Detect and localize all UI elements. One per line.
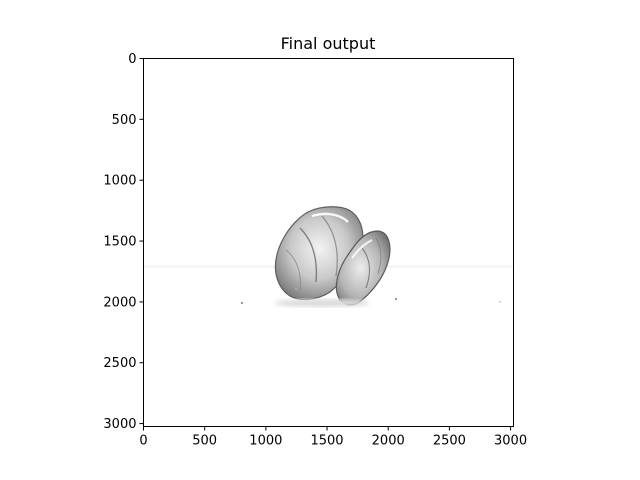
object-fold-line	[361, 247, 371, 289]
image-speck	[240, 301, 244, 305]
y-tick-label: 1000	[103, 174, 136, 189]
image-speck	[295, 288, 297, 290]
x-tick-label: 2500	[433, 434, 466, 449]
object-highlight	[311, 212, 349, 223]
image-speck	[499, 301, 501, 303]
x-tick-label: 500	[192, 434, 217, 449]
y-tick-label: 3000	[103, 417, 136, 432]
x-tick-label: 0	[139, 434, 147, 449]
chart-title: Final output	[281, 34, 376, 53]
x-axis: 0 500 1000 1500 2000 2500 3000	[139, 426, 527, 449]
x-tick-label: 1500	[310, 434, 343, 449]
x-tick-label: 3000	[494, 434, 527, 449]
image-object	[274, 206, 391, 307]
image-speck	[394, 297, 398, 301]
object-shadow	[274, 299, 370, 307]
y-tick-label: 0	[128, 52, 136, 67]
object-fold-line	[375, 237, 382, 275]
object-highlight	[351, 239, 373, 259]
y-tick-label: 500	[112, 113, 137, 128]
object-fold-line	[299, 227, 318, 283]
x-tick-label: 1000	[249, 434, 282, 449]
y-tick-label: 2500	[103, 356, 136, 371]
y-tick-label: 2000	[103, 295, 136, 310]
x-tick-label: 2000	[372, 434, 405, 449]
object-fold-line	[285, 249, 301, 291]
object-fold-line	[321, 215, 338, 277]
y-tick-label: 1500	[103, 235, 136, 250]
y-axis: 0 500 1000 1500 2000 2500 3000	[103, 52, 144, 432]
axes-frame	[143, 58, 514, 427]
